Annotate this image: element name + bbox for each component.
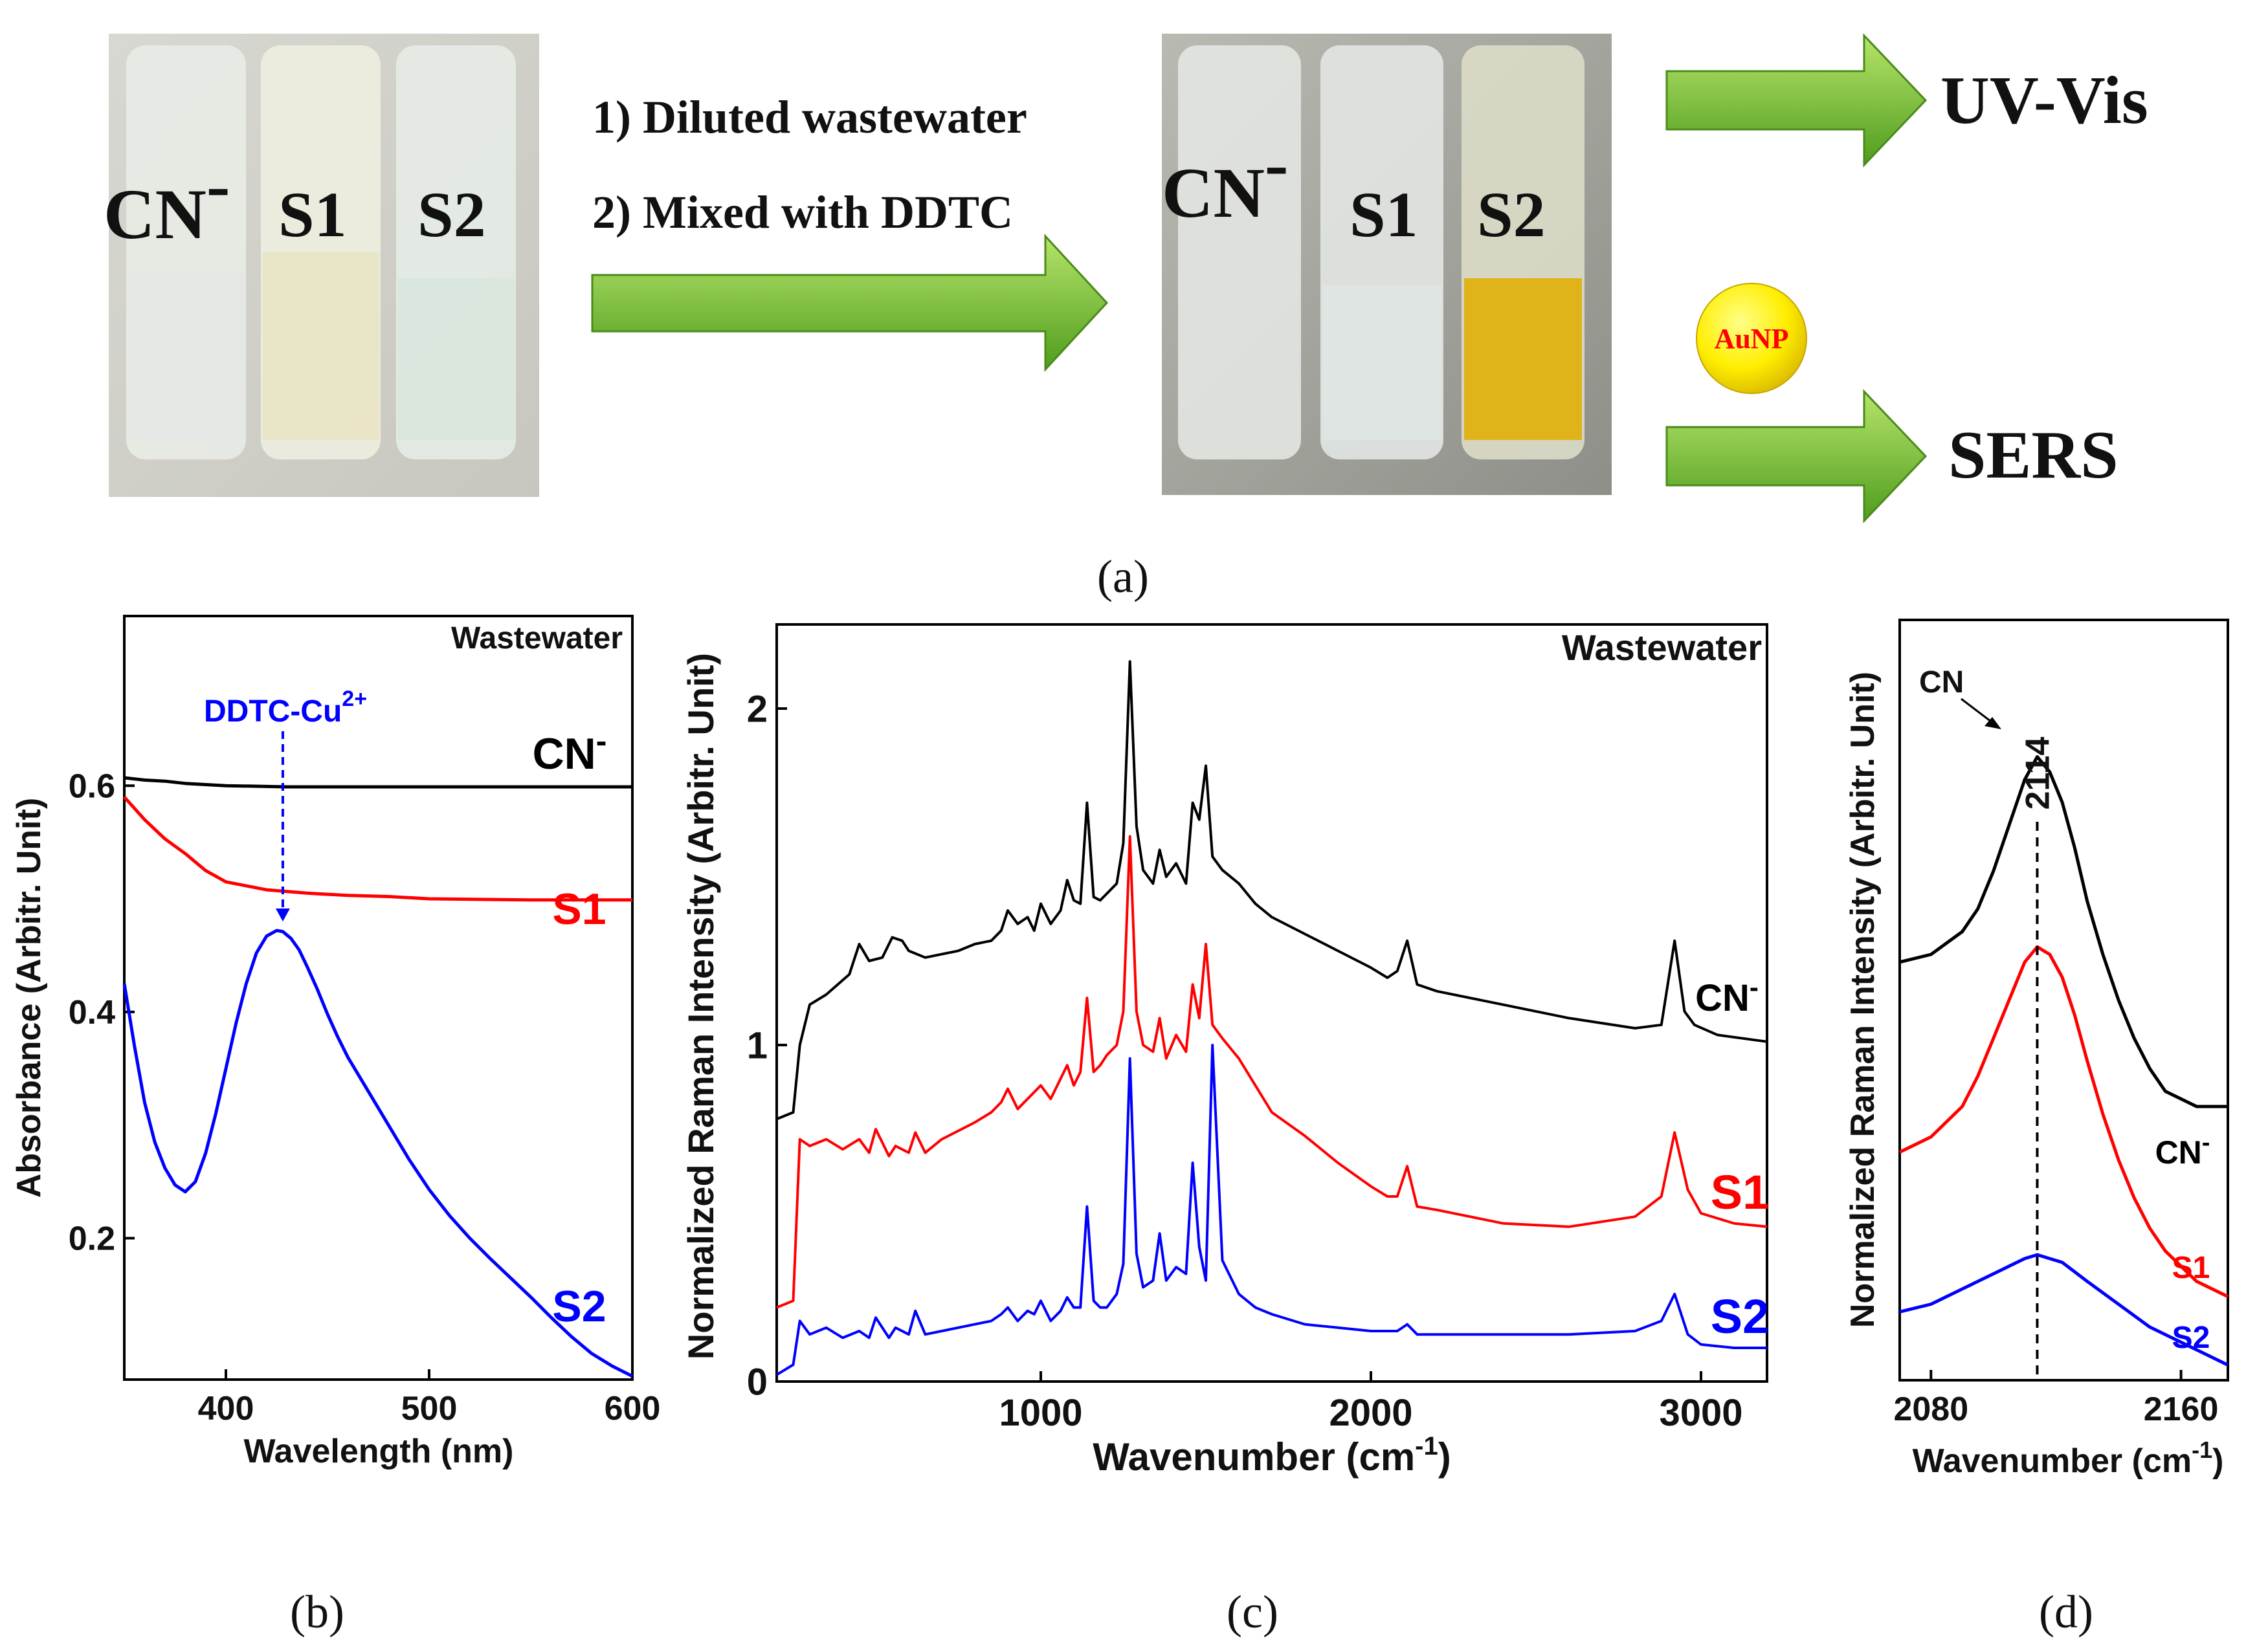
chart-b-frame [123, 615, 634, 1381]
photo-vials-after: CN- S1 S2 [1162, 34, 1612, 495]
chart-d-peak-pointer [1961, 698, 1994, 725]
chart-d-peak-label: CN [1919, 665, 1964, 699]
chart-b-series-s2 [122, 929, 634, 1378]
chart-b-peak-label: DDTC-Cu2+ [204, 687, 367, 729]
sers-arrow [1665, 389, 1928, 523]
chart-d-legend-cn: CN- [2155, 1129, 2210, 1171]
chart-b-series-s1 [123, 796, 632, 902]
chart-d-frame [1898, 619, 2229, 1382]
chart-c-legend-s1: S1 [1711, 1165, 1770, 1219]
caption-c: (c) [1227, 1586, 1278, 1638]
chart-b-ytick-label: 0.2 [69, 1220, 115, 1258]
chart-d-xtick-label: 2160 [2144, 1391, 2219, 1428]
chart-d-series-s2 [1899, 1253, 2229, 1367]
photo1-label-cn: CN- [104, 146, 230, 254]
chart-b-series-cn [124, 776, 632, 789]
step2-text: 2) Mixed with DDTC [592, 186, 1013, 238]
chart-c-xlabel: Wavenumber (cm-1) [1093, 1432, 1451, 1479]
chart-c-legend-s2: S2 [1711, 1290, 1770, 1343]
process-arrow [591, 234, 1109, 372]
chart-d-legend-s2: S2 [2172, 1321, 2210, 1355]
photo2-label-s1: S1 [1350, 179, 1418, 250]
chart-d-xlabel: Wavenumber (cm-1) [1913, 1437, 2224, 1480]
chart-c-series-s2 [775, 1044, 1767, 1376]
chart-d-ylabel: Normalized Raman Intensity (Arbitr. Unit… [1844, 672, 1882, 1328]
chart-d: 2080 2160 2114 CN CN- S1 S2 Wavenumber (c… [1844, 619, 2229, 1638]
aunp-label: AuNP [1715, 323, 1789, 355]
caption-b: (b) [290, 1586, 344, 1638]
chart-d-peak-value: 2114 [2019, 737, 2056, 810]
chart-c-xtick-label: 1000 [999, 1392, 1082, 1434]
caption-d: (d) [2039, 1586, 2093, 1638]
aunp-ball [1696, 283, 1807, 394]
chart-d-legend-s1: S1 [2172, 1251, 2210, 1285]
chart-b-xtick-label: 400 [198, 1390, 254, 1427]
chart-b-ytick-label: 0.6 [69, 767, 115, 805]
chart-b-xtick-label: 600 [605, 1390, 661, 1427]
sers-label: SERS [1948, 417, 2118, 492]
chart-d-peak-pointer-head [1985, 717, 2001, 729]
uvvis-arrow [1665, 33, 1928, 168]
chart-c-ylabel: Normalized Raman Intensity (Arbitr. Unit… [680, 653, 721, 1360]
chart-d-xtick-label: 2080 [1893, 1391, 1968, 1428]
chart-c: 1000 2000 3000 0 1 2 Wastewater CN- S1 S2 Wav… [680, 623, 1770, 1638]
chart-b-xlabel: Wavelength (nm) [244, 1433, 514, 1470]
photo-vials-before: CN- S1 S2 [104, 34, 539, 497]
photo1-label-s1: S1 [278, 179, 347, 250]
chart-d-series-cn [1899, 755, 2228, 1108]
step1-text: 1) Diluted wastewater [592, 91, 1027, 143]
chart-b-legend-s1: S1 [552, 885, 606, 934]
panel-a: CN- S1 S2 1) Diluted wastewater 2) Mixed… [104, 33, 2148, 602]
chart-c-frame [775, 623, 1768, 1383]
chart-b-legend-cn: CN- [533, 723, 607, 778]
chart-b-xtick-label: 500 [401, 1390, 458, 1427]
chart-c-xtick-label: 3000 [1659, 1392, 1742, 1434]
chart-c-series-cn [776, 660, 1768, 1121]
chart-b-ylabel: Absorbance (Arbitr. Unit) [10, 798, 48, 1198]
chart-b-legend-s2: S2 [552, 1282, 606, 1331]
caption-a: (a) [1097, 551, 1149, 602]
photo2-label-cn: CN- [1162, 124, 1289, 232]
chart-c-ytick-label: 2 [747, 688, 768, 730]
chart-d-series-s1 [1898, 945, 2229, 1299]
chart-c-ytick-label: 1 [747, 1024, 768, 1066]
chart-c-annotation: Wastewater [1562, 627, 1762, 668]
uvvis-label: UV-Vis [1940, 62, 2148, 138]
chart-c-xtick-label: 2000 [1329, 1392, 1412, 1434]
chart-b-ytick-label: 0.4 [69, 994, 115, 1031]
chart-b-peak-arrowhead [275, 908, 290, 921]
chart-c-ytick-label: 0 [747, 1361, 768, 1403]
chart-c-legend-cn: CN- [1695, 972, 1759, 1019]
photo2-label-s2: S2 [1477, 179, 1546, 250]
chart-c-series-s1 [776, 835, 1768, 1309]
chart-b-annotation: Wastewater [451, 621, 623, 655]
photo1-label-s2: S2 [417, 179, 486, 250]
